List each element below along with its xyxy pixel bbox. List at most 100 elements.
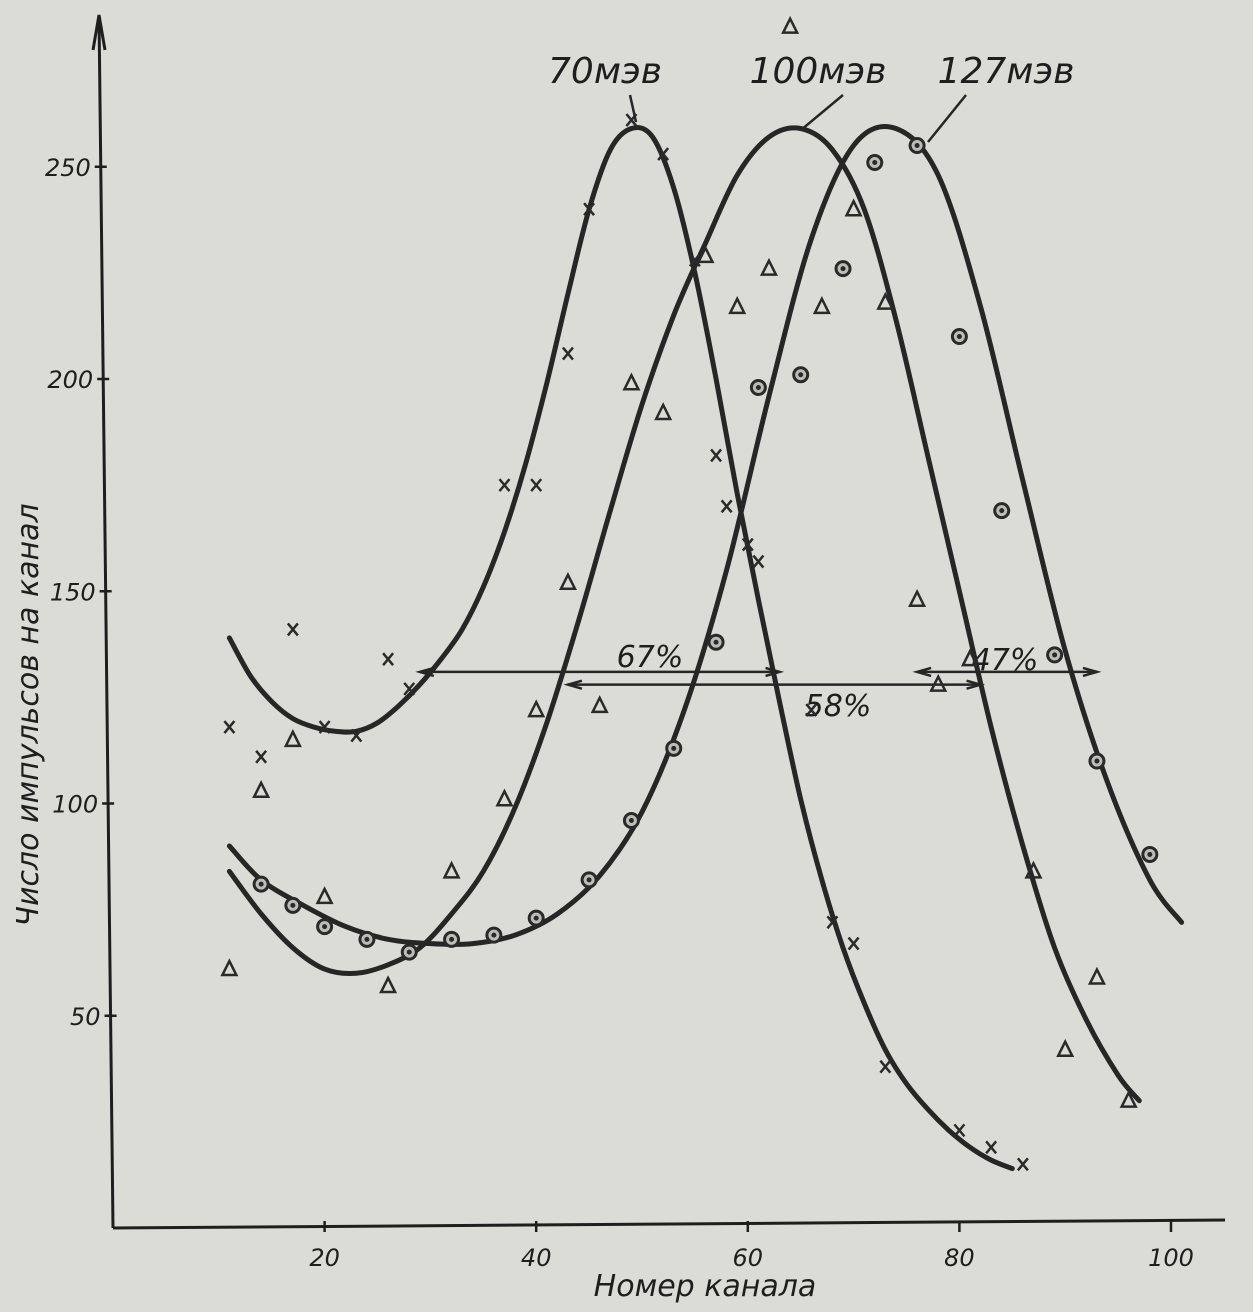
point-circle [866,154,884,172]
point-x [382,652,395,666]
point-triangle [812,296,831,315]
point-triangle [728,296,747,315]
point-circle [485,926,503,944]
data-points [220,15,1159,1172]
point-x [286,622,299,637]
point-circle [316,918,334,936]
point-x [805,703,818,717]
point-x [741,537,754,552]
point-triangle [315,886,334,905]
point-triangle [844,198,863,217]
y-axis-title: Число импульсов на канал [11,503,46,926]
percent-label: 47% [972,643,1039,678]
x-axis-title: Номер канала [594,1269,817,1304]
point-circle [834,260,852,278]
point-triangle [527,699,546,718]
series-label-pointer [800,94,844,131]
point-x [953,1123,966,1138]
point-circle [580,871,598,889]
series-label-pointer [927,94,967,143]
point-circle [908,137,926,155]
series-label-pointer [628,94,638,123]
point-circle [707,633,725,651]
y-axis-arrow-icon [91,14,107,51]
point-triangle [495,788,514,807]
ticks: 20 40 60 80 100 50 100 150 200 250 [45,154,1194,1272]
point-x [985,1140,998,1155]
y-tick-label: 200 [47,366,93,394]
point-circle [749,378,767,396]
point-circle [284,896,302,914]
point-triangle [590,695,609,714]
point-x [1016,1157,1029,1172]
point-x [318,720,331,734]
point-triangle [929,673,948,692]
point-x [530,478,543,492]
point-triangle [876,291,895,310]
point-circle [527,909,545,927]
point-x [847,936,860,951]
percent-label: 67% [617,640,684,675]
point-triangle [654,402,673,421]
point-x [403,682,416,696]
point-triangle [379,975,398,994]
point-circle [792,366,810,384]
point-circle [400,943,418,961]
series-label: 70мэв [548,51,662,92]
point-circle [1088,752,1106,770]
point-circle [1141,845,1159,863]
y-tick-label: 50 [70,1003,101,1031]
y-tick-label: 250 [45,154,91,182]
series-label: 127мэв [938,51,1075,92]
arrow-left-icon [563,679,583,690]
point-x [720,499,733,514]
x-tick-label: 80 [944,1244,975,1272]
point-circle [1046,646,1064,664]
point-circle [950,328,968,346]
point-triangle [622,372,641,391]
point-x [350,728,363,743]
point-triangle [283,729,302,748]
axes [91,14,1226,1230]
arrow-left-icon [912,666,932,678]
arrow-right-icon [765,666,785,678]
x-tick-label: 60 [733,1244,764,1272]
point-triangle [442,860,461,879]
labels: Номер канала Число импульсов на канал 70… [11,51,1074,1304]
point-triangle [960,648,980,667]
curve-circle [226,124,1185,947]
point-x [657,147,670,161]
series-label: 100мэв [750,51,887,92]
point-triangle [1056,1038,1075,1057]
curves [226,124,1185,1172]
point-circle [622,811,640,829]
level-lines: 67% 47%58% [415,640,1102,724]
x-axis-line [112,1218,1226,1230]
point-x [561,346,574,361]
point-x [752,554,765,569]
point-triangle [908,588,927,607]
point-triangle [759,257,778,276]
x-tick-label: 20 [309,1244,340,1272]
curve-x [226,125,1015,1172]
curve-triangle [226,125,1142,1104]
point-x [826,915,839,930]
point-x [223,720,236,734]
x-tick-label: 100 [1148,1244,1194,1272]
point-triangle [1024,860,1043,879]
point-triangle [220,958,239,977]
x-tick-label: 40 [521,1244,552,1272]
point-triangle [1087,966,1106,985]
point-x [583,202,596,217]
point-triangle [252,779,271,799]
point-triangle [558,571,577,591]
point-triangle [1119,1089,1138,1108]
point-triangle [696,245,715,264]
point-circle [443,930,461,948]
arrow-right-icon [1082,666,1102,678]
point-circle [665,739,683,757]
point-x [498,478,511,492]
point-x [710,448,723,463]
